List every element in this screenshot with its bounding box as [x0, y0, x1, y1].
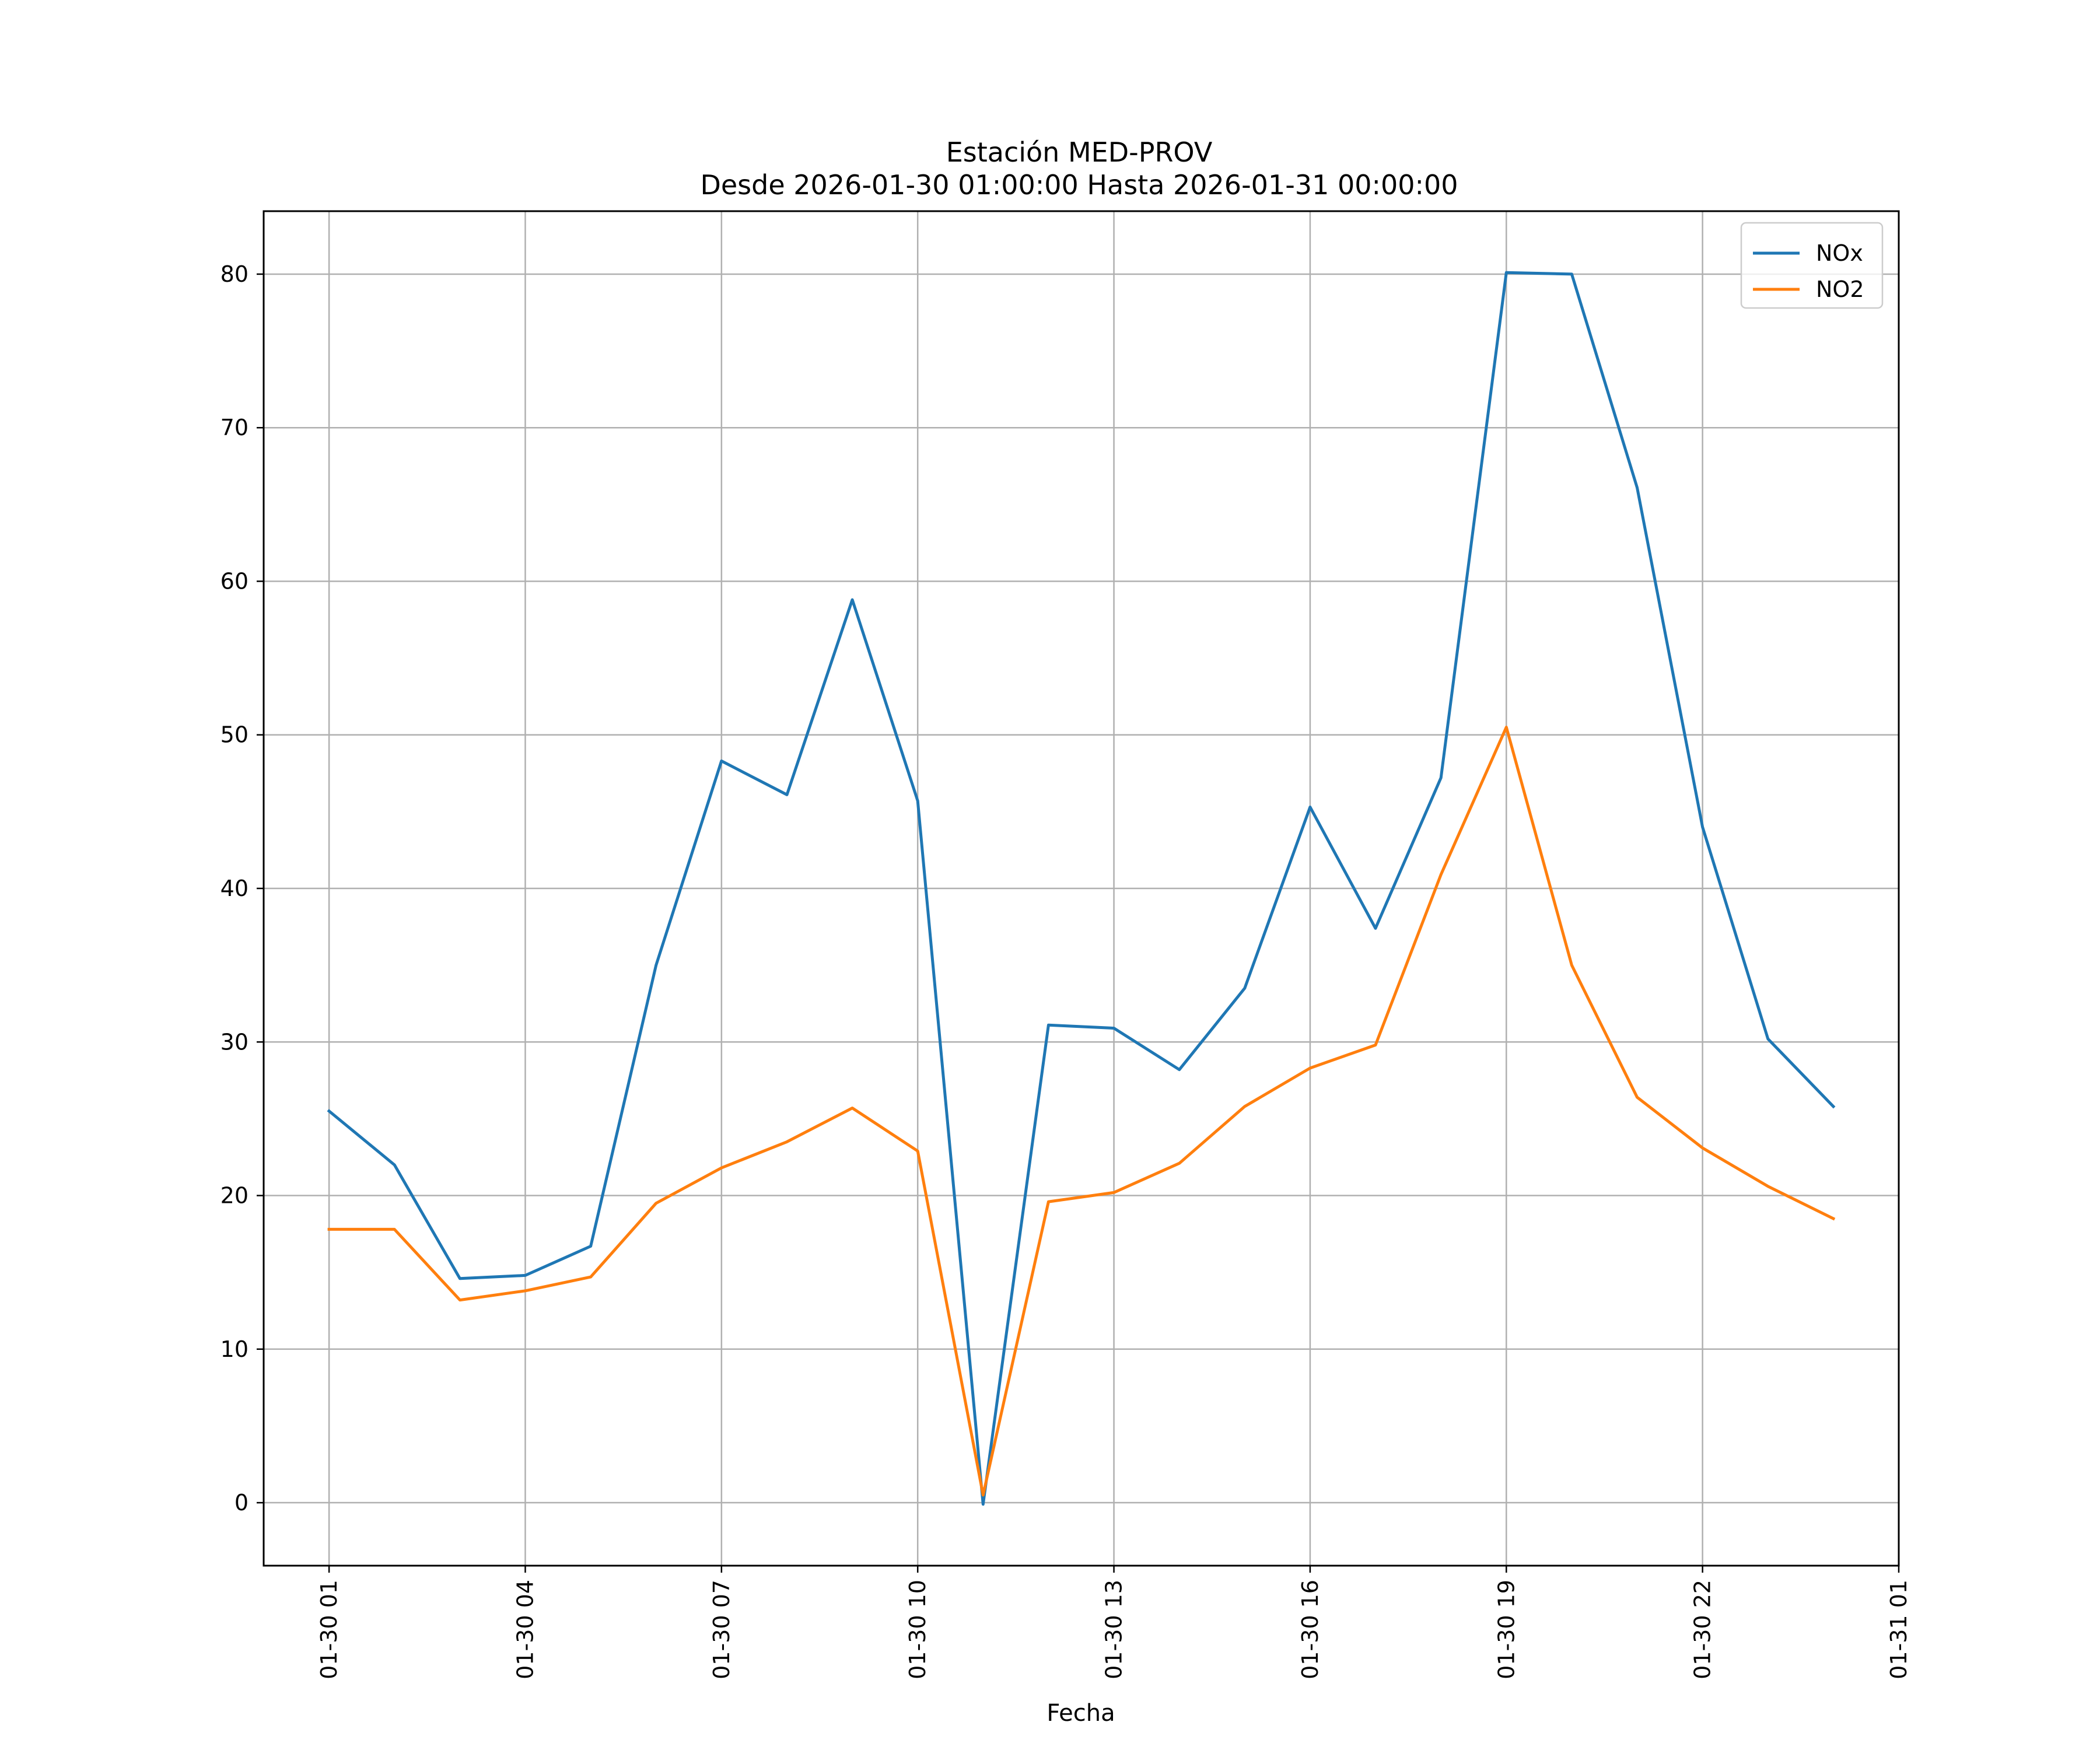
legend-label-nox: NOx — [1816, 240, 1863, 266]
x-tick-label: 01-30 13 — [1101, 1580, 1127, 1679]
y-tick-label: 70 — [220, 415, 249, 440]
grid — [264, 211, 1900, 1566]
x-tick-label: 01-30 01 — [316, 1580, 342, 1679]
y-tick-label: 0 — [235, 1490, 249, 1516]
series-line-nox — [327, 271, 1836, 1506]
x-axis-label: Fecha — [1046, 1700, 1115, 1727]
y-tick-label: 10 — [220, 1336, 249, 1362]
x-tick-label: 01-30 22 — [1690, 1580, 1716, 1679]
series-lines — [327, 271, 1836, 1506]
ticks: 0 10 20 30 40 50 60 70 80 01-30 01 01-30 04 01-30 0… — [220, 261, 1912, 1679]
chart-subtitle: Desde 2026-01-30 01:00:00 Hasta 2026-01-… — [700, 169, 1458, 201]
legend: NOx NO2 — [1740, 222, 1884, 309]
y-tick-label: 30 — [220, 1029, 249, 1055]
x-tick-label: 01-30 07 — [709, 1580, 734, 1679]
y-tick-label: 40 — [220, 876, 249, 901]
x-tick-label: 01-31 01 — [1886, 1580, 1912, 1679]
x-tick-label: 01-30 10 — [905, 1580, 930, 1679]
x-tick-label: 01-30 04 — [512, 1580, 538, 1679]
y-tick-label: 20 — [220, 1183, 249, 1209]
legend-label-no2: NO2 — [1816, 276, 1864, 302]
y-tick-label: 60 — [220, 568, 249, 594]
y-tick-label: 80 — [220, 261, 249, 287]
x-tick-label: 01-30 19 — [1493, 1580, 1519, 1679]
chart-title: Estación MED-PROV — [946, 136, 1213, 168]
x-tick-label: 01-30 16 — [1297, 1580, 1323, 1679]
legend-box — [1740, 222, 1884, 309]
y-tick-label: 50 — [220, 722, 249, 748]
series-line-no2 — [327, 726, 1836, 1497]
